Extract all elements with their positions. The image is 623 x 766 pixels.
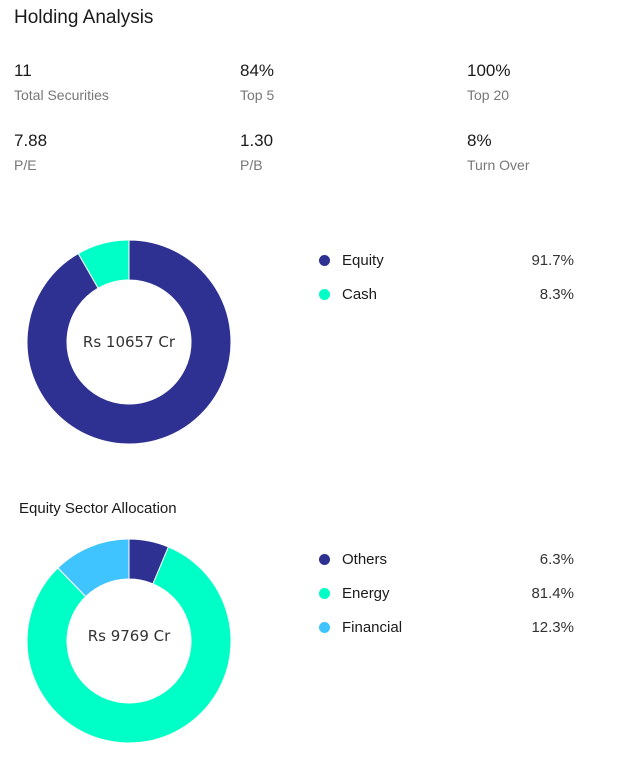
asset-allocation-donut: Rs 10657 Cr [26, 239, 232, 445]
stat-pe: 7.88 P/E [14, 131, 47, 173]
legend-label: Energy [342, 584, 390, 602]
stat-value: 1.30 [240, 131, 274, 150]
donut-slice-others[interactable] [128, 538, 169, 585]
stat-label: P/B [240, 157, 263, 173]
stat-value: 7.88 [14, 131, 48, 150]
legend-label: Cash [342, 285, 378, 303]
stat-label: Top 20 [467, 87, 510, 103]
stat-label: Total Securities [14, 87, 109, 103]
stat-pb: 1.30 P/B [240, 131, 273, 173]
donut-slice-energy[interactable] [26, 546, 232, 744]
sector-allocation-legend: Others 6.3% Energy 81.4% Financial 12.3% [316, 542, 574, 644]
stat-value: 11 [14, 61, 32, 80]
section-title: Equity Sector Allocation [19, 500, 177, 517]
sector-allocation-donut: Rs 9769 Cr [26, 538, 232, 744]
stat-label: P/E [14, 157, 37, 173]
donut-center-label: Rs 10657 Cr [83, 333, 176, 351]
legend-value: 81.4% [531, 584, 574, 602]
page-title: Holding Analysis [14, 7, 154, 28]
stat-turnover: 8% Turn Over [467, 131, 530, 173]
legend-value: 6.3% [539, 550, 574, 568]
donut-slice-equity[interactable] [26, 239, 232, 445]
legend-label: Financial [342, 618, 403, 636]
stat-total-securities: 11 Total Securities [14, 61, 109, 103]
legend-dot-icon [319, 587, 330, 599]
stat-top-5: 84% Top 5 [240, 61, 274, 103]
legend-label: Equity [342, 251, 384, 269]
legend-value: 91.7% [531, 251, 574, 269]
asset-allocation-legend: Equity 91.7% Cash 8.3% [316, 243, 574, 311]
stat-value: 84% [240, 61, 275, 80]
legend-dot-icon [319, 621, 330, 633]
legend-label: Others [342, 550, 388, 568]
stat-value: 100% [467, 61, 511, 80]
legend-dot-icon [319, 254, 330, 266]
legend-item-others[interactable]: Others 6.3% [316, 542, 574, 576]
legend-dot-icon [319, 288, 330, 300]
legend-item-cash[interactable]: Cash 8.3% [316, 277, 574, 311]
legend-dot-icon [319, 553, 330, 565]
legend-item-energy[interactable]: Energy 81.4% [316, 576, 574, 610]
stat-label: Turn Over [467, 157, 530, 173]
legend-value: 12.3% [531, 618, 574, 636]
legend-value: 8.3% [539, 285, 574, 303]
stat-value: 8% [467, 131, 492, 150]
stat-top-20: 100% Top 20 [467, 61, 510, 103]
stat-label: Top 5 [240, 87, 275, 103]
donut-center-label: Rs 9769 Cr [88, 627, 171, 645]
legend-item-financial[interactable]: Financial 12.3% [316, 610, 574, 644]
legend-item-equity[interactable]: Equity 91.7% [316, 243, 574, 277]
